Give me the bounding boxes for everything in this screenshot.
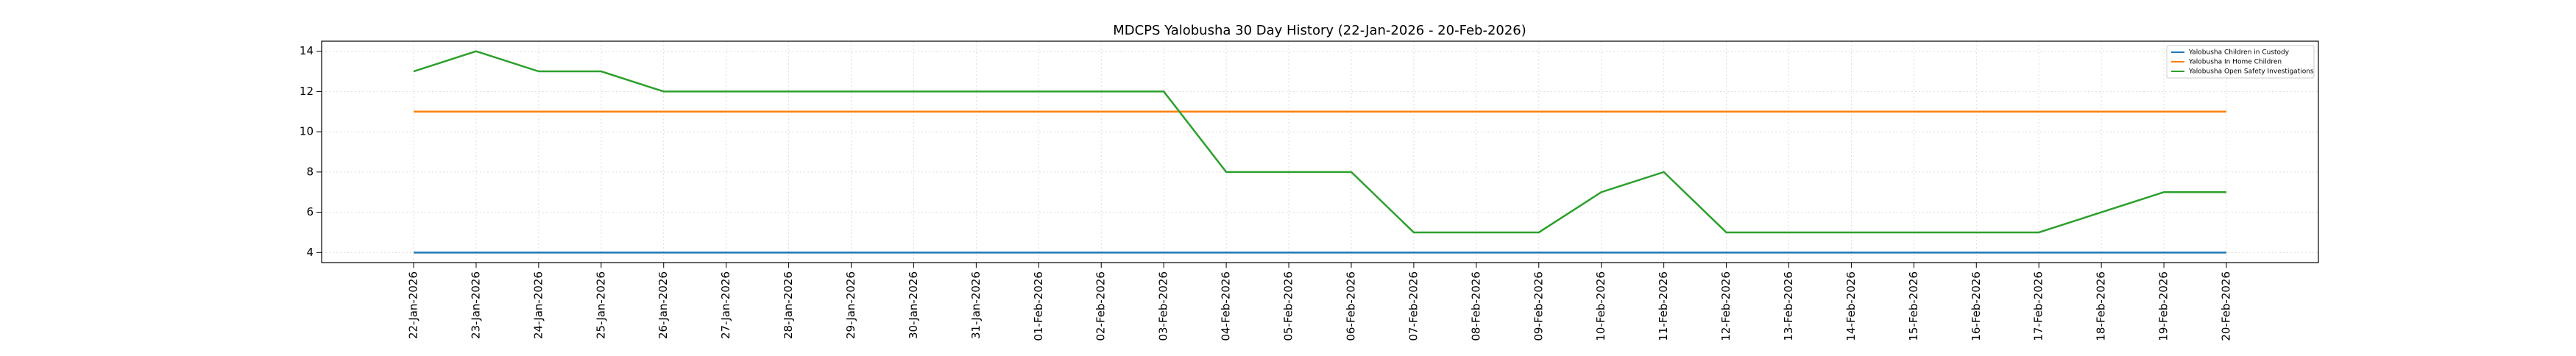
x-tick-label: 08-Feb-2026	[1469, 271, 1482, 341]
x-tick-label: 19-Feb-2026	[2157, 271, 2170, 341]
x-tick-label: 17-Feb-2026	[2032, 271, 2045, 341]
x-tick-label: 06-Feb-2026	[1344, 271, 1357, 341]
x-tick-label: 24-Jan-2026	[531, 271, 545, 339]
x-tick-label: 25-Jan-2026	[594, 271, 607, 339]
x-tick-label: 02-Feb-2026	[1094, 271, 1108, 341]
legend-box	[2166, 45, 2315, 79]
x-tick-label: 05-Feb-2026	[1282, 271, 1295, 341]
legend-label: Yalobusha Children in Custody	[2188, 49, 2290, 57]
x-tick-label: 13-Feb-2026	[1782, 271, 1795, 341]
x-tick-label: 10-Feb-2026	[1594, 271, 1607, 341]
legend-label: Yalobusha In Home Children	[2188, 59, 2282, 66]
x-tick-label: 26-Jan-2026	[657, 271, 670, 339]
y-tick-label: 12	[300, 85, 314, 98]
x-tick-label: 03-Feb-2026	[1157, 271, 1170, 341]
y-tick-label: 4	[306, 246, 314, 259]
x-tick-label: 31-Jan-2026	[969, 271, 983, 339]
y-tick-label: 14	[300, 44, 314, 57]
x-tick-label: 16-Feb-2026	[1970, 271, 1983, 341]
x-tick-label: 11-Feb-2026	[1657, 271, 1670, 341]
x-tick-label: 12-Feb-2026	[1719, 271, 1733, 341]
y-tick-label: 10	[300, 125, 314, 138]
x-tick-label: 23-Jan-2026	[469, 271, 482, 339]
x-tick-label: 14-Feb-2026	[1844, 271, 1858, 341]
x-tick-label: 22-Jan-2026	[407, 271, 420, 339]
y-tick-label: 6	[306, 205, 314, 218]
x-tick-label: 28-Jan-2026	[782, 271, 795, 339]
y-tick-label: 8	[306, 165, 314, 178]
x-tick-label: 09-Feb-2026	[1532, 271, 1545, 341]
x-tick-label: 29-Jan-2026	[844, 271, 857, 339]
series-line	[413, 50, 2226, 234]
legend-label: Yalobusha Open Safety Investigations	[2188, 68, 2314, 76]
x-tick-label: 07-Feb-2026	[1406, 271, 1420, 341]
plot-frame	[321, 40, 2319, 263]
x-tick-label: 20-Feb-2026	[2220, 271, 2233, 341]
x-tick-label: 01-Feb-2026	[1032, 271, 1045, 341]
x-tick-label: 15-Feb-2026	[1907, 271, 1920, 341]
x-tick-label: 27-Jan-2026	[719, 271, 732, 339]
x-tick-label: 30-Jan-2026	[907, 271, 920, 339]
chart-title: MDCPS Yalobusha 30 Day History (22-Jan-2…	[1113, 23, 1526, 38]
x-tick-label: 04-Feb-2026	[1220, 271, 1233, 341]
x-tick-label: 18-Feb-2026	[2095, 271, 2108, 341]
